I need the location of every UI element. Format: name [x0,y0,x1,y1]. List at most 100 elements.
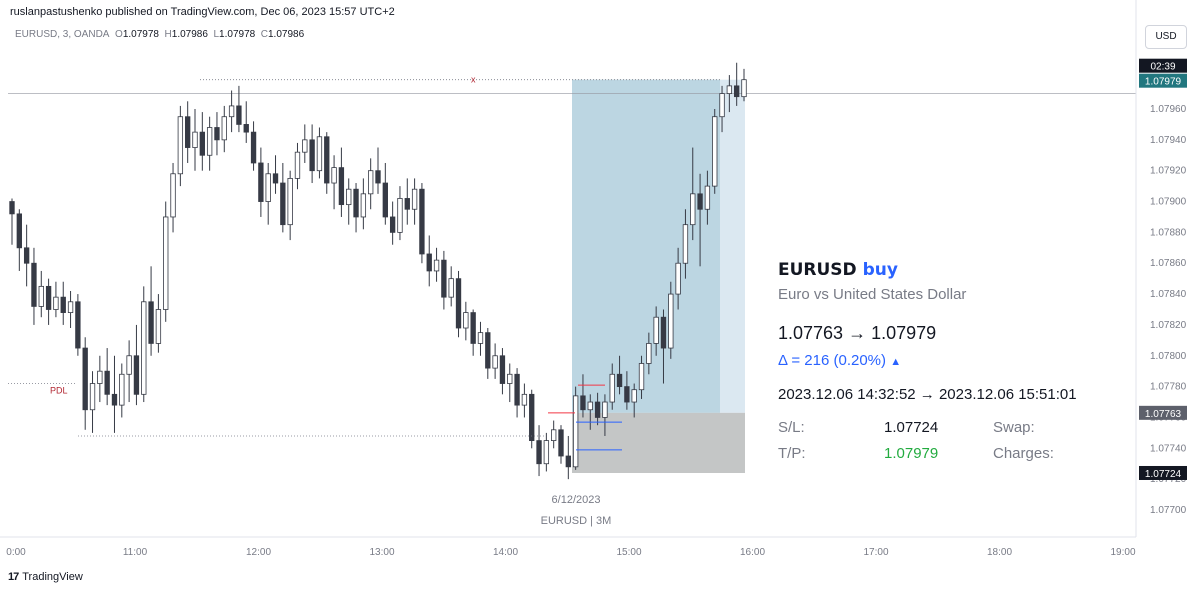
candle-body[interactable] [104,370,110,395]
candle-body[interactable] [668,293,674,349]
candle-body[interactable] [177,116,184,175]
candle-body[interactable] [536,440,542,465]
candle-body[interactable] [60,296,66,313]
candle-body[interactable] [485,332,491,369]
candle-body[interactable] [404,198,410,210]
candle-body[interactable] [572,395,579,468]
candle-body[interactable] [638,363,645,391]
candle-body[interactable] [185,116,191,148]
candle-body[interactable] [368,170,374,195]
candle-body[interactable] [470,312,476,344]
candle-body[interactable] [192,131,198,148]
candle-body[interactable] [375,170,381,184]
candle-body[interactable] [53,296,59,310]
candle-body[interactable] [558,429,564,457]
candle-body[interactable] [141,301,147,395]
currency-button[interactable]: USD [1145,25,1187,49]
candle-body[interactable] [594,401,601,418]
candle-body[interactable] [221,116,227,141]
candle-body[interactable] [331,167,337,184]
candle-body[interactable] [126,355,132,375]
candle-body[interactable] [433,259,440,272]
candle-body[interactable] [45,285,52,310]
candle-body[interactable] [258,162,264,202]
candle-body[interactable] [682,224,689,264]
candle-body[interactable] [228,105,235,118]
candle-body[interactable] [653,316,659,344]
candle-body[interactable] [529,393,535,441]
candle-body[interactable] [360,193,367,218]
candle-body[interactable] [507,373,513,384]
candle-body[interactable] [675,262,681,295]
candle-body[interactable] [616,373,623,388]
candle-body[interactable] [587,401,593,411]
candle-body[interactable] [272,173,279,184]
candle-body[interactable] [660,316,667,349]
candle-body[interactable] [38,285,44,307]
candle-body[interactable] [741,79,747,98]
candle-body[interactable] [243,124,249,133]
candle-body[interactable] [324,136,330,184]
candle-body[interactable] [389,216,396,233]
candle-body[interactable] [163,216,169,310]
candle-body[interactable] [316,136,323,172]
candle-body[interactable] [302,139,308,153]
candle-body[interactable] [419,188,425,255]
candle-body[interactable] [397,198,403,233]
chevron-up-icon[interactable]: ▲ [890,356,902,368]
candle-body[interactable] [119,373,125,406]
candle-body[interactable] [67,301,74,313]
candle-body[interactable] [448,278,454,298]
candle-body[interactable] [492,355,498,369]
candle-body[interactable] [712,116,718,187]
candle-body[interactable] [631,389,637,403]
candle-body[interactable] [580,395,586,411]
candle-body[interactable] [214,127,220,141]
candle-body[interactable] [411,188,418,210]
candle-body[interactable] [148,301,154,344]
candle-body[interactable] [463,312,469,329]
candle-body[interactable] [23,247,30,264]
candle-body[interactable] [9,201,15,215]
candle-body[interactable] [16,213,22,249]
candle-body[interactable] [499,355,506,384]
candle-body[interactable] [521,393,528,406]
candle-body[interactable] [551,429,557,441]
candle-body[interactable] [250,131,257,164]
candle-body[interactable] [170,173,176,218]
candle-body[interactable] [514,373,520,406]
candle-body[interactable] [609,373,615,403]
candle-body[interactable] [690,193,696,226]
candle-body[interactable] [338,167,345,206]
candle-body[interactable] [75,301,81,349]
candle-body[interactable] [155,309,162,344]
candle-body[interactable] [441,259,447,298]
candle-body[interactable] [31,262,37,307]
candle-body[interactable] [697,193,703,210]
candle-body[interactable] [646,343,652,364]
candle-body[interactable] [265,173,271,202]
candle-body[interactable] [726,85,733,94]
candle-body[interactable] [624,386,630,403]
candle-body[interactable] [382,182,388,218]
candle-body[interactable] [455,278,462,329]
candle-body[interactable] [294,151,301,179]
candle-body[interactable] [133,355,140,395]
candle-body[interactable] [199,131,205,156]
candle-body[interactable] [309,139,315,172]
candle-body[interactable] [287,178,293,226]
candle-body[interactable] [236,105,242,125]
candle-body[interactable] [719,93,725,118]
candle-body[interactable] [704,185,711,210]
candle-body[interactable] [111,393,118,406]
candle-body[interactable] [97,370,103,384]
candle-body[interactable] [353,188,359,218]
candle-body[interactable] [602,401,608,418]
tradingview-logo[interactable]: 17 TradingView [8,571,83,583]
candle-body[interactable] [734,85,740,98]
candle-body[interactable] [89,383,96,411]
candle-body[interactable] [206,127,213,156]
candle-body[interactable] [565,455,571,468]
candle-body[interactable] [426,253,432,272]
